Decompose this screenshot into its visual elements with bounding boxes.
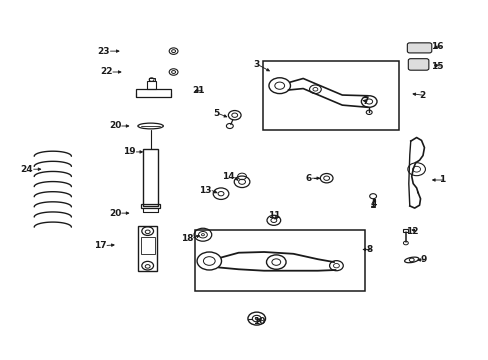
Bar <box>403 229 407 232</box>
Text: 7: 7 <box>362 97 368 106</box>
Text: 23: 23 <box>97 46 110 55</box>
Text: 6: 6 <box>305 174 311 183</box>
Text: 2: 2 <box>418 91 425 100</box>
FancyBboxPatch shape <box>407 59 428 70</box>
Text: 9: 9 <box>419 256 426 264</box>
Bar <box>146 81 156 89</box>
Text: 18: 18 <box>180 234 193 243</box>
Text: 3: 3 <box>252 60 259 69</box>
Text: 20: 20 <box>109 122 121 130</box>
Bar <box>194 230 364 291</box>
Text: 10: 10 <box>253 317 265 325</box>
FancyBboxPatch shape <box>407 43 431 53</box>
Bar <box>148 78 154 81</box>
Text: 19: 19 <box>123 148 136 156</box>
Bar <box>141 237 154 254</box>
Text: 8: 8 <box>366 245 372 254</box>
Bar <box>138 226 157 271</box>
Text: 4: 4 <box>369 199 376 208</box>
Text: 5: 5 <box>212 109 219 118</box>
Text: 22: 22 <box>100 68 112 77</box>
Text: 20: 20 <box>109 209 121 217</box>
Bar <box>263 61 398 130</box>
Text: 14: 14 <box>222 172 234 181</box>
Text: 24: 24 <box>20 165 33 174</box>
Text: 11: 11 <box>267 211 280 220</box>
Text: 16: 16 <box>429 42 442 51</box>
Bar <box>143 149 158 206</box>
Bar <box>136 89 171 97</box>
Text: 15: 15 <box>429 62 442 71</box>
Text: 21: 21 <box>191 86 204 95</box>
Bar <box>370 206 374 207</box>
Text: 13: 13 <box>199 186 211 194</box>
Text: 17: 17 <box>94 241 106 250</box>
Text: 1: 1 <box>438 175 444 184</box>
Bar <box>141 204 160 208</box>
Text: 12: 12 <box>405 227 417 236</box>
